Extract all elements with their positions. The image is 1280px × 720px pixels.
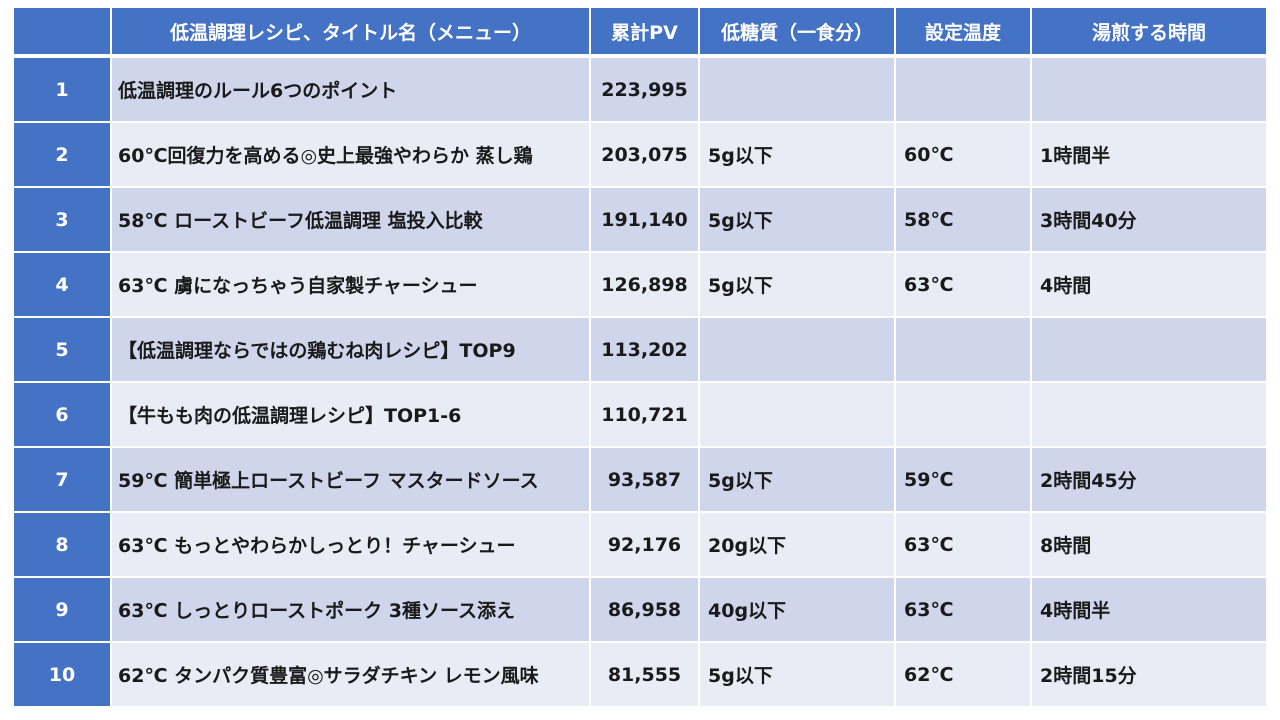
- cell-title: 63℃ しっとりローストポーク 3種ソース添え: [111, 577, 591, 643]
- table-row: 5 【低温調理ならではの鶏むね肉レシピ】TOP9 113,202: [14, 317, 1266, 383]
- cell-temp: 59℃: [895, 447, 1032, 513]
- cell-temp: 63℃: [895, 577, 1032, 643]
- header-carb: 低糖質（一食分）: [699, 8, 896, 58]
- cell-time: 1時間半: [1031, 122, 1266, 188]
- header-time: 湯煎する時間: [1031, 8, 1266, 58]
- cell-pv: 81,555: [590, 642, 700, 708]
- cell-title: 63℃ もっとやわらかしっとり！チャーシュー: [111, 512, 591, 578]
- cell-pv: 191,140: [590, 187, 700, 253]
- cell-title: 58℃ ローストビーフ低温調理 塩投入比較: [111, 187, 591, 253]
- header-title: 低温調理レシピ、タイトル名（メニュー）: [111, 8, 591, 58]
- ranking-table: 低温調理レシピ、タイトル名（メニュー） 累計PV 低糖質（一食分） 設定温度 湯…: [14, 8, 1266, 708]
- cell-title: 62℃ タンパク質豊富◎サラダチキン レモン風味: [111, 642, 591, 708]
- cell-rank: 2: [14, 122, 112, 188]
- cell-temp: [895, 56, 1032, 123]
- cell-temp: 58℃: [895, 187, 1032, 253]
- table-body: 1 低温調理のルール6つのポイント 223,995 2 60℃回復力を高める◎史上最強や…: [14, 56, 1266, 708]
- header-pv: 累計PV: [590, 8, 700, 58]
- cell-pv: 86,958: [590, 577, 700, 643]
- cell-time: 4時間: [1031, 252, 1266, 318]
- cell-temp: 62℃: [895, 642, 1032, 708]
- cell-rank: 5: [14, 317, 112, 383]
- cell-carb: 5g以下: [699, 187, 896, 253]
- cell-carb: [699, 317, 896, 383]
- cell-rank: 8: [14, 512, 112, 578]
- cell-rank: 10: [14, 642, 112, 708]
- cell-rank: 6: [14, 382, 112, 448]
- cell-time: 8時間: [1031, 512, 1266, 578]
- cell-pv: 113,202: [590, 317, 700, 383]
- cell-rank: 4: [14, 252, 112, 318]
- cell-time: 2時間15分: [1031, 642, 1266, 708]
- table-row: 2 60℃回復力を高める◎史上最強やわらか 蒸し鶏 203,075 5g以下 60℃ 1時…: [14, 122, 1266, 188]
- table-row: 6 【牛もも肉の低温調理レシピ】TOP1-6 110,721: [14, 382, 1266, 448]
- header-rank: [14, 8, 112, 58]
- ranking-table-container: 低温調理レシピ、タイトル名（メニュー） 累計PV 低糖質（一食分） 設定温度 湯…: [14, 8, 1266, 714]
- cell-time: [1031, 56, 1266, 123]
- cell-carb: 5g以下: [699, 122, 896, 188]
- table-row: 4 63℃ 虜になっちゃう自家製チャーシュー 126,898 5g以下 63℃ 4時間: [14, 252, 1266, 318]
- cell-carb: [699, 56, 896, 123]
- cell-rank: 1: [14, 56, 112, 123]
- cell-rank: 7: [14, 447, 112, 513]
- cell-pv: 203,075: [590, 122, 700, 188]
- cell-pv: 92,176: [590, 512, 700, 578]
- cell-carb: 5g以下: [699, 642, 896, 708]
- cell-title: 【牛もも肉の低温調理レシピ】TOP1-6: [111, 382, 591, 448]
- cell-pv: 126,898: [590, 252, 700, 318]
- table-row: 10 62℃ タンパク質豊富◎サラダチキン レモン風味 81,555 5g以下 62℃ 2…: [14, 642, 1266, 708]
- cell-rank: 9: [14, 577, 112, 643]
- cell-time: [1031, 382, 1266, 448]
- cell-carb: 40g以下: [699, 577, 896, 643]
- table-row: 7 59℃ 簡単極上ローストビーフ マスタードソース 93,587 5g以下 59℃ 2時…: [14, 447, 1266, 513]
- table-row: 1 低温調理のルール6つのポイント 223,995: [14, 56, 1266, 123]
- cell-pv: 93,587: [590, 447, 700, 513]
- cell-title: 【低温調理ならではの鶏むね肉レシピ】TOP9: [111, 317, 591, 383]
- cell-time: 2時間45分: [1031, 447, 1266, 513]
- cell-temp: 63℃: [895, 252, 1032, 318]
- cell-time: 3時間40分: [1031, 187, 1266, 253]
- cell-time: [1031, 317, 1266, 383]
- cell-temp: [895, 317, 1032, 383]
- cell-pv: 223,995: [590, 56, 700, 123]
- cell-pv: 110,721: [590, 382, 700, 448]
- table-row: 9 63℃ しっとりローストポーク 3種ソース添え 86,958 40g以下 63℃ 4時…: [14, 577, 1266, 643]
- cell-carb: [699, 382, 896, 448]
- cell-rank: 3: [14, 187, 112, 253]
- cell-title: 63℃ 虜になっちゃう自家製チャーシュー: [111, 252, 591, 318]
- table-row: 3 58℃ ローストビーフ低温調理 塩投入比較 191,140 5g以下 58℃ 3時間4…: [14, 187, 1266, 253]
- table-header-row: 低温調理レシピ、タイトル名（メニュー） 累計PV 低糖質（一食分） 設定温度 湯…: [14, 8, 1266, 58]
- cell-title: 59℃ 簡単極上ローストビーフ マスタードソース: [111, 447, 591, 513]
- cell-title: 低温調理のルール6つのポイント: [111, 56, 591, 123]
- header-temp: 設定温度: [895, 8, 1032, 58]
- cell-time: 4時間半: [1031, 577, 1266, 643]
- cell-temp: 60℃: [895, 122, 1032, 188]
- cell-carb: 20g以下: [699, 512, 896, 578]
- cell-carb: 5g以下: [699, 447, 896, 513]
- cell-temp: [895, 382, 1032, 448]
- cell-carb: 5g以下: [699, 252, 896, 318]
- cell-title: 60℃回復力を高める◎史上最強やわらか 蒸し鶏: [111, 122, 591, 188]
- table-row: 8 63℃ もっとやわらかしっとり！チャーシュー 92,176 20g以下 63℃ 8時間: [14, 512, 1266, 578]
- cell-temp: 63℃: [895, 512, 1032, 578]
